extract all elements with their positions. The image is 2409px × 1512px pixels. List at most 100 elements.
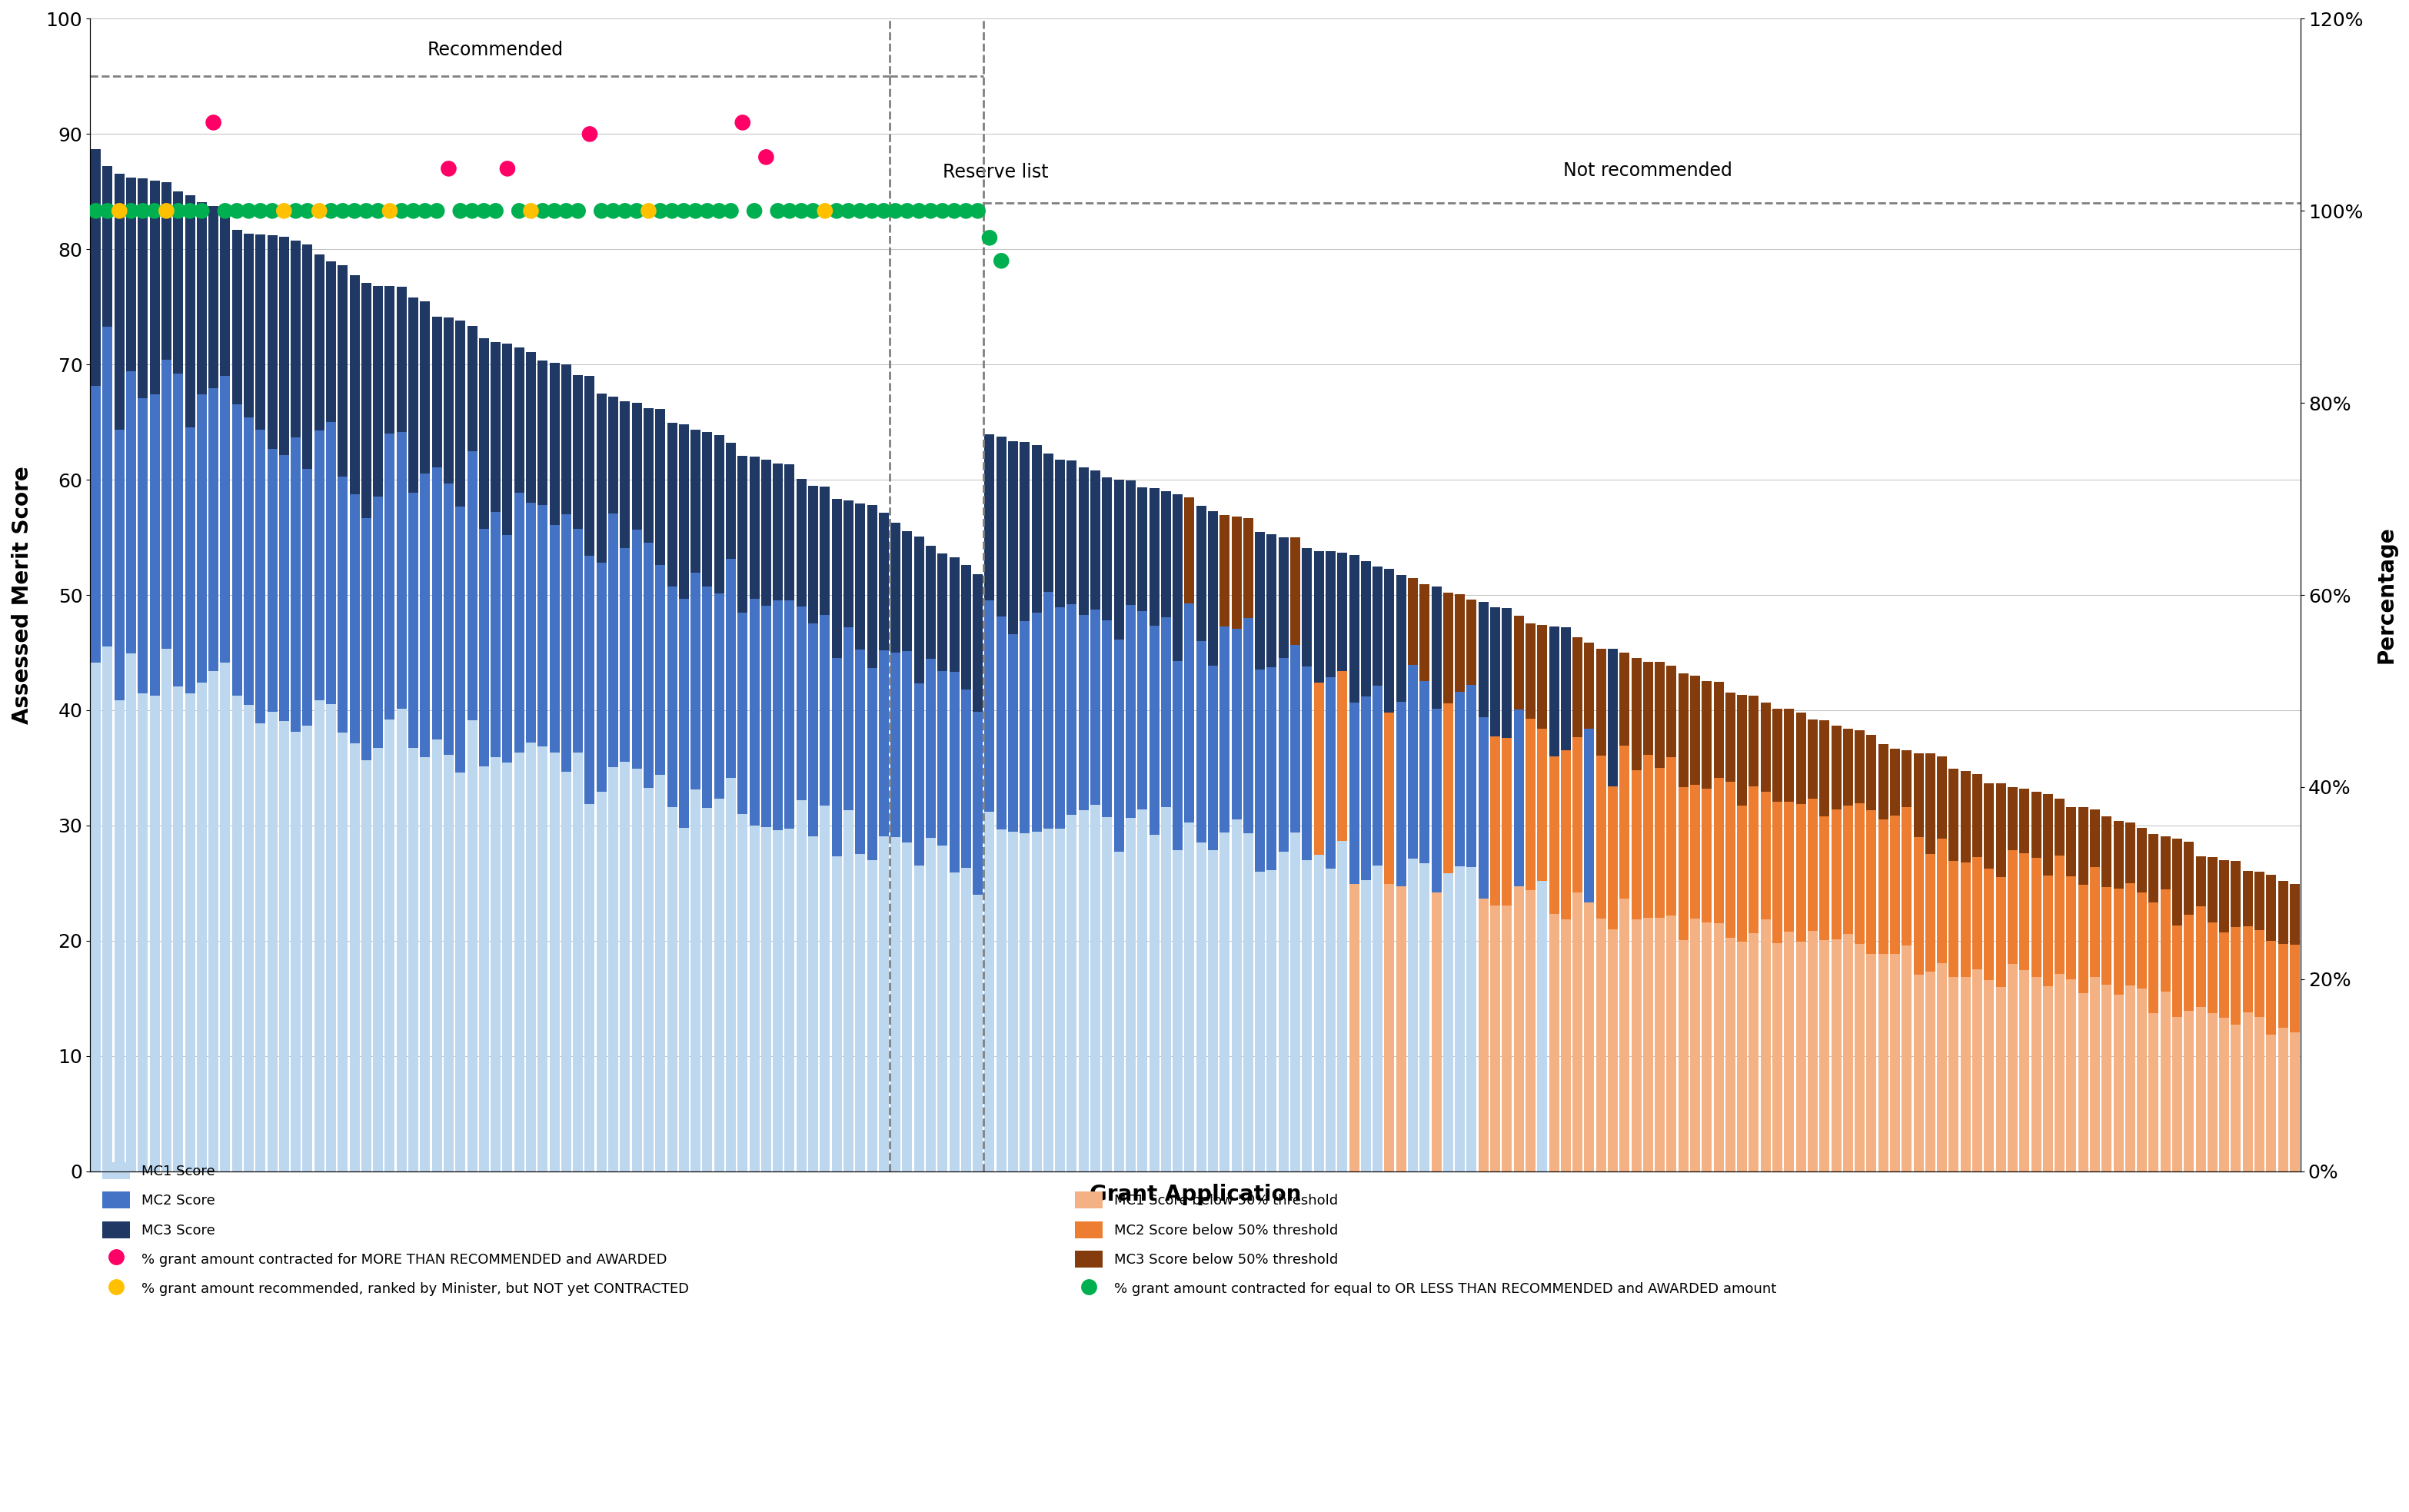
Bar <box>1913 753 1922 838</box>
Bar <box>879 836 889 1172</box>
Bar <box>1173 494 1183 661</box>
Bar <box>173 192 183 373</box>
Bar <box>1291 537 1301 644</box>
Bar <box>843 500 853 627</box>
Bar <box>1585 729 1595 903</box>
Bar <box>1713 682 1722 779</box>
Point <box>229 198 267 222</box>
Bar <box>1291 644 1301 832</box>
Point <box>205 198 243 222</box>
Bar <box>337 476 347 732</box>
Bar <box>2043 794 2052 875</box>
Bar <box>1901 945 1913 1172</box>
Bar <box>1055 460 1065 608</box>
Bar <box>961 689 971 868</box>
Bar <box>679 425 689 599</box>
Bar <box>913 866 925 1172</box>
Bar <box>1925 971 1934 1172</box>
Bar <box>1891 816 1901 954</box>
Bar <box>385 286 395 434</box>
Bar <box>503 762 513 1172</box>
Bar <box>537 361 547 505</box>
Bar <box>1537 624 1547 729</box>
Bar <box>1607 928 1619 1172</box>
Bar <box>1749 933 1759 1172</box>
Point <box>429 157 467 181</box>
Bar <box>1443 703 1453 872</box>
Bar <box>1255 670 1265 871</box>
Bar <box>1937 963 1946 1172</box>
Bar <box>713 594 725 798</box>
Bar <box>1701 922 1713 1172</box>
Y-axis label: Percentage: Percentage <box>2375 526 2397 664</box>
Bar <box>455 321 465 507</box>
Point <box>899 198 937 222</box>
Bar <box>1831 809 1840 939</box>
Point <box>805 198 843 222</box>
Point <box>653 198 691 222</box>
Bar <box>291 240 301 437</box>
Bar <box>1513 709 1522 886</box>
Bar <box>337 265 347 476</box>
Bar <box>2195 856 2207 906</box>
Bar <box>879 650 889 836</box>
Bar <box>1725 692 1734 782</box>
Bar <box>2219 860 2228 931</box>
Point <box>123 198 161 222</box>
Bar <box>1913 975 1922 1172</box>
Point <box>405 198 443 222</box>
Bar <box>1737 942 1747 1172</box>
Bar <box>313 431 325 700</box>
Bar <box>513 493 525 753</box>
Bar <box>831 499 841 658</box>
Bar <box>255 234 265 429</box>
Bar <box>631 529 641 768</box>
Bar <box>2185 841 2195 915</box>
Bar <box>279 237 289 455</box>
Bar <box>761 460 771 605</box>
Bar <box>867 668 877 860</box>
Bar <box>255 429 265 724</box>
Bar <box>1679 788 1689 940</box>
Bar <box>1995 987 2007 1172</box>
Bar <box>1513 615 1522 709</box>
Bar <box>1161 491 1171 617</box>
Bar <box>1137 487 1147 611</box>
Bar <box>349 742 359 1172</box>
Bar <box>2007 786 2019 850</box>
Bar <box>185 428 195 692</box>
Bar <box>2043 986 2052 1172</box>
Bar <box>1867 735 1877 810</box>
Bar <box>1973 857 1983 969</box>
Bar <box>219 207 231 375</box>
Bar <box>1361 880 1371 1172</box>
Bar <box>219 662 231 1172</box>
Bar <box>2091 977 2101 1172</box>
Bar <box>1125 818 1135 1172</box>
Bar <box>1785 801 1795 931</box>
Bar <box>231 405 241 696</box>
Bar <box>831 856 841 1172</box>
Bar <box>455 773 465 1172</box>
Point <box>911 198 949 222</box>
Bar <box>619 402 631 547</box>
Bar <box>1091 804 1101 1172</box>
Bar <box>2231 1025 2240 1172</box>
Bar <box>125 177 137 372</box>
Bar <box>267 449 277 712</box>
Bar <box>2267 1034 2277 1172</box>
Bar <box>373 496 383 748</box>
Bar <box>1019 621 1029 833</box>
Bar <box>1573 738 1583 892</box>
Bar <box>691 429 701 573</box>
Bar <box>1043 454 1053 593</box>
Bar <box>1691 919 1701 1172</box>
Point <box>77 198 116 222</box>
Bar <box>1337 671 1347 841</box>
Bar <box>2243 927 2252 1012</box>
Bar <box>1091 609 1101 804</box>
Bar <box>537 747 547 1172</box>
Bar <box>819 615 831 806</box>
Point <box>489 157 528 181</box>
Bar <box>1561 627 1571 750</box>
